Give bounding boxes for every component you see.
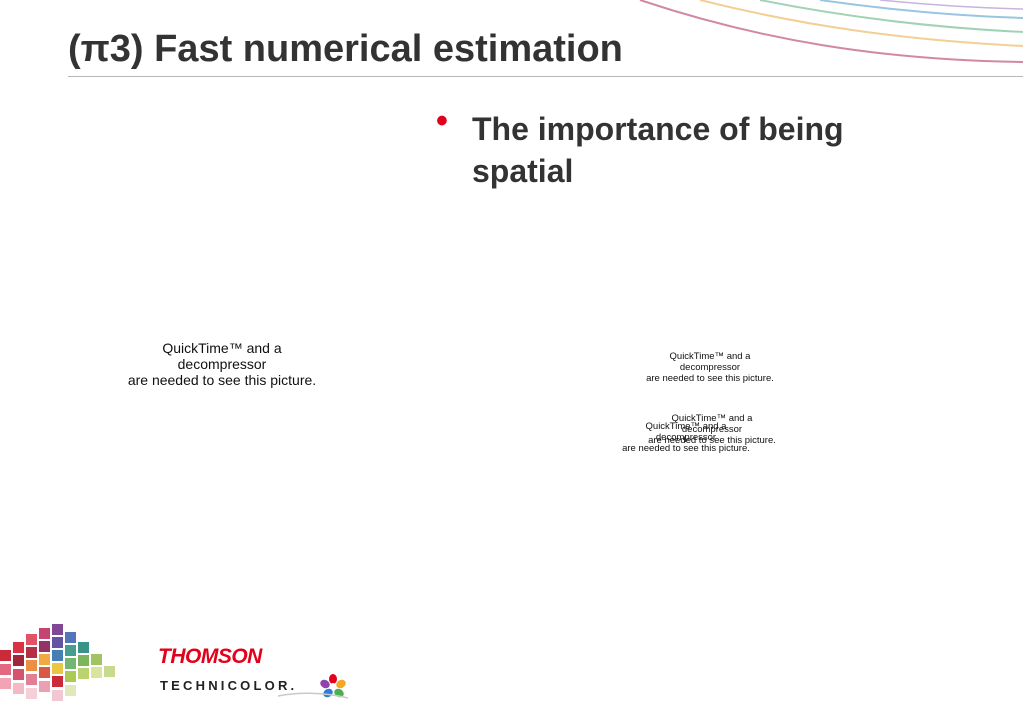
slide-title: (π3) Fast numerical estimation <box>68 28 623 70</box>
logo-swoosh <box>278 692 348 699</box>
placeholder-line2: decompressor <box>655 432 717 443</box>
placeholder-line1: QuickTime™ and a <box>645 421 727 432</box>
placeholder-line2: decompressor <box>177 356 267 372</box>
placeholder-line2: decompressor <box>679 362 741 373</box>
technicolor-logo-text: TECHNICOLOR. <box>160 678 298 693</box>
bullet-text: The importance of being spatial <box>472 111 844 189</box>
title-divider <box>68 76 1023 77</box>
bullet-icon: • <box>436 102 448 140</box>
quicktime-placeholder-right-middle: QuickTime™ and a decompressor are needed… <box>632 413 792 446</box>
placeholder-line2: decompressor <box>681 424 743 435</box>
placeholder-line3: are needed to see this picture. <box>648 435 776 446</box>
placeholder-line1: QuickTime™ and a <box>671 413 753 424</box>
mosaic-logo-graphic <box>0 624 115 701</box>
quicktime-placeholder-left: QuickTime™ and a decompressor are needed… <box>88 340 356 388</box>
placeholder-line1: QuickTime™ and a <box>162 340 282 356</box>
thomson-logo-text: THOMSON <box>158 645 262 668</box>
flower-icon <box>320 674 346 698</box>
placeholder-line3: are needed to see this picture. <box>646 373 774 384</box>
placeholder-line3: are needed to see this picture. <box>622 443 750 454</box>
placeholder-line3: are needed to see this picture. <box>127 372 317 388</box>
placeholder-line1: QuickTime™ and a <box>669 351 751 362</box>
quicktime-placeholder-right-bottom: QuickTime™ and a decompressor are needed… <box>606 421 766 454</box>
decorative-curves <box>639 0 1023 63</box>
quicktime-placeholder-right-top: QuickTime™ and a decompressor are needed… <box>630 351 790 384</box>
